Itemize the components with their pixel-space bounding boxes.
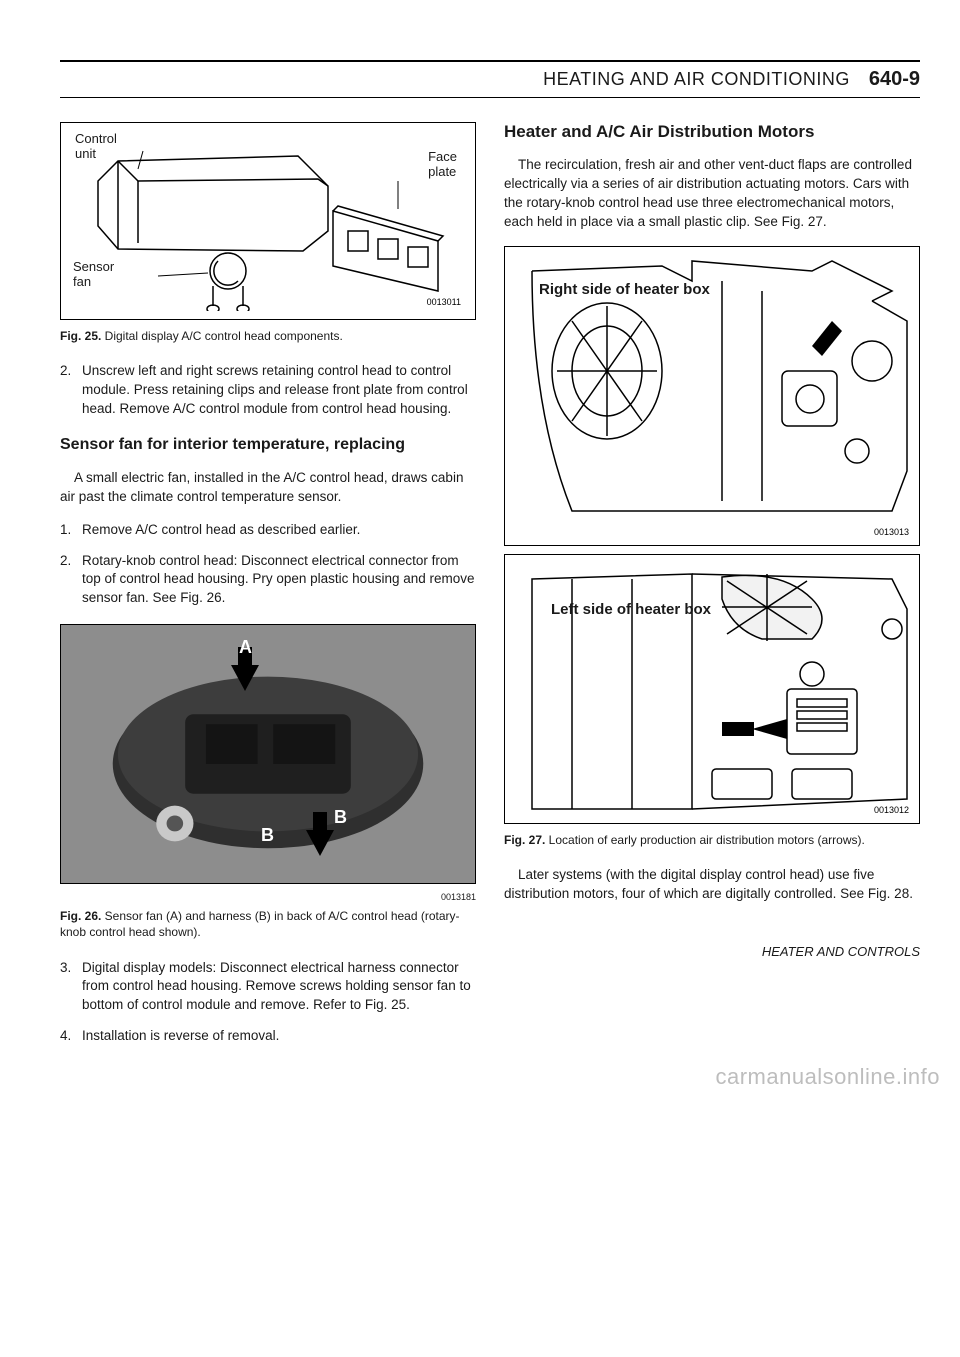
fig27-upper-label: Right side of heater box bbox=[539, 281, 710, 298]
step-c3-text: Digital display models: Disconnect elect… bbox=[82, 959, 476, 1016]
step-c3: 3. Digital display models: Disconnect el… bbox=[60, 959, 476, 1016]
fig27-lower-idnum: 0013012 bbox=[874, 805, 909, 815]
fig27-upper-diagram: Right side of heater box 0013013 bbox=[509, 251, 915, 541]
columns: Control unit Face plate Sensor fan 00130… bbox=[60, 122, 920, 1062]
label-control-unit: Control unit bbox=[75, 131, 117, 161]
step-2: 2. Unscrew left and right screws retaini… bbox=[60, 362, 476, 419]
photo-label-b2: B bbox=[261, 825, 274, 846]
label-sensor-fan: Sensor fan bbox=[73, 259, 114, 289]
left-column: Control unit Face plate Sensor fan 00130… bbox=[60, 122, 476, 1062]
fig26-caption-bold: Fig. 26. bbox=[60, 909, 101, 923]
photo-label-a: A bbox=[239, 637, 252, 658]
fig27-lower-diagram: Left side of heater box 0013012 bbox=[509, 559, 915, 819]
steps-c: 3. Digital display models: Disconnect el… bbox=[60, 959, 476, 1047]
steps-a: 2. Unscrew left and right screws retaini… bbox=[60, 362, 476, 419]
fig27-caption: Fig. 27. Location of early production ai… bbox=[504, 832, 920, 848]
fig25-caption-bold: Fig. 25. bbox=[60, 329, 101, 343]
step-c4-text: Installation is reverse of removal. bbox=[82, 1027, 476, 1046]
step-b2-num: 2. bbox=[60, 552, 82, 609]
fig27-lower-label: Left side of heater box bbox=[551, 601, 711, 618]
fig25-caption: Fig. 25. Digital display A/C control hea… bbox=[60, 328, 476, 344]
para-sensor-fan: A small electric fan, installed in the A… bbox=[60, 469, 476, 507]
step-b2: 2. Rotary-knob control head: Disconnect … bbox=[60, 552, 476, 609]
fig25-svg bbox=[69, 131, 467, 311]
fig25-diagram: Control unit Face plate Sensor fan 00130… bbox=[69, 131, 467, 311]
fig27-lower: Left side of heater box 0013012 bbox=[504, 554, 920, 824]
step-b2-text: Rotary-knob control head: Disconnect ele… bbox=[82, 552, 476, 609]
header-rule-top bbox=[60, 60, 920, 62]
watermark: carmanualsonline.info bbox=[715, 1064, 940, 1090]
step-2-text: Unscrew left and right screws retaining … bbox=[82, 362, 476, 419]
heading-sensor-fan: Sensor fan for interior temperature, rep… bbox=[60, 435, 476, 455]
arrow-b-icon bbox=[306, 830, 334, 856]
heading-distribution-motors: Heater and A/C Air Distribution Motors bbox=[504, 122, 920, 142]
running-head: HEATING AND AIR CONDITIONING 640-9 bbox=[60, 68, 920, 98]
fig25-caption-text: Digital display A/C control head compone… bbox=[101, 329, 342, 343]
fig26-caption: Fig. 26. Sensor fan (A) and harness (B) … bbox=[60, 908, 476, 940]
fig27-lower-svg bbox=[509, 559, 915, 819]
step-c3-num: 3. bbox=[60, 959, 82, 1016]
steps-b: 1. Remove A/C control head as described … bbox=[60, 521, 476, 609]
fig26-photo: A B B bbox=[60, 624, 476, 884]
step-c4-num: 4. bbox=[60, 1027, 82, 1046]
section-title: HEATING AND AIR CONDITIONING bbox=[543, 69, 850, 89]
fig27-upper-idnum: 0013013 bbox=[874, 527, 909, 537]
fig27-caption-text: Location of early production air distrib… bbox=[545, 833, 864, 847]
right-column: Heater and A/C Air Distribution Motors T… bbox=[504, 122, 920, 1062]
step-b1-text: Remove A/C control head as described ear… bbox=[82, 521, 476, 540]
photo-label-b1: B bbox=[334, 807, 347, 828]
fig25-box: Control unit Face plate Sensor fan 00130… bbox=[60, 122, 476, 320]
arrow-a-icon bbox=[231, 665, 259, 691]
fig27-caption-bold: Fig. 27. bbox=[504, 833, 545, 847]
fig25-idnum: 0013011 bbox=[427, 297, 461, 307]
footer-section: HEATER AND CONTROLS bbox=[504, 944, 920, 959]
fig26-caption-text: Sensor fan (A) and harness (B) in back o… bbox=[60, 909, 460, 939]
para-right-2: Later systems (with the digital display … bbox=[504, 866, 920, 904]
label-face-plate: Face plate bbox=[428, 149, 457, 179]
fig26-idnum: 0013181 bbox=[60, 892, 476, 902]
step-c4: 4. Installation is reverse of removal. bbox=[60, 1027, 476, 1046]
step-2-num: 2. bbox=[60, 362, 82, 419]
para-right-1: The recirculation, fresh air and other v… bbox=[504, 156, 920, 232]
page: HEATING AND AIR CONDITIONING 640-9 bbox=[0, 0, 960, 1102]
page-number: 640-9 bbox=[869, 68, 920, 90]
step-b1: 1. Remove A/C control head as described … bbox=[60, 521, 476, 540]
fig27-upper: Right side of heater box 0013013 bbox=[504, 246, 920, 546]
step-b1-num: 1. bbox=[60, 521, 82, 540]
